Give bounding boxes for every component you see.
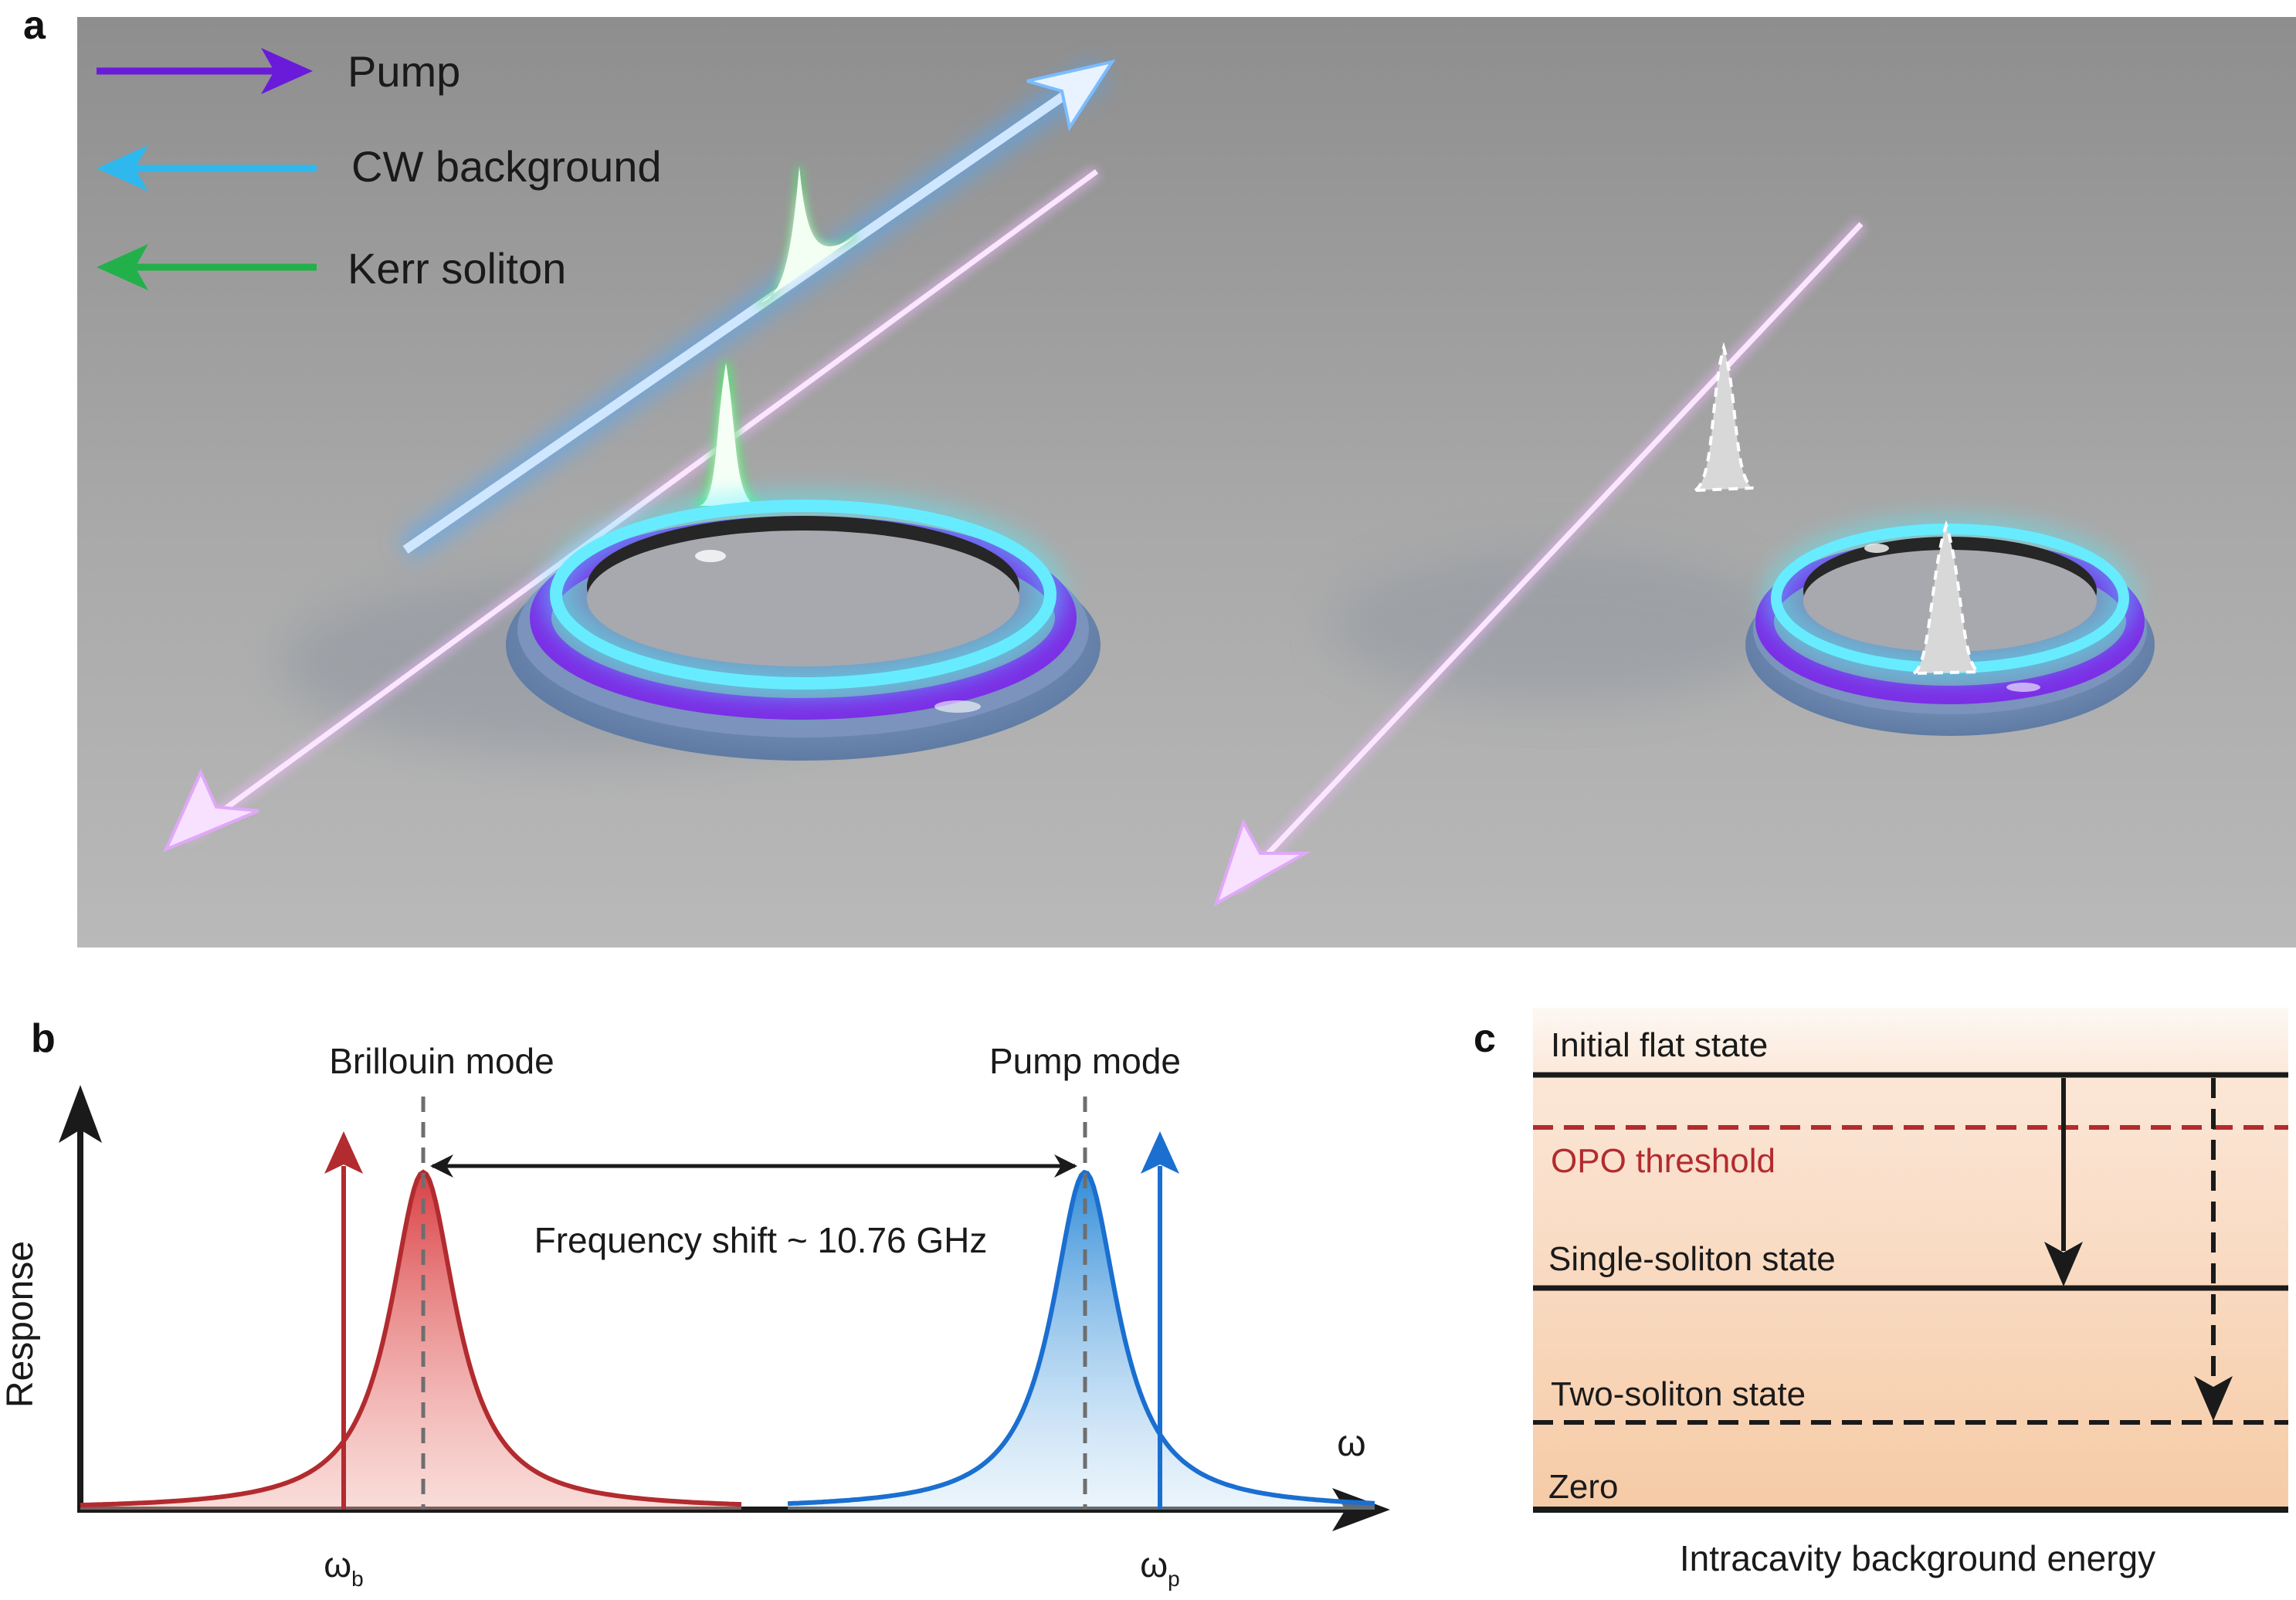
soliton-dashed-ring — [1912, 520, 1980, 675]
panel-c-xlabel: Intracavity background energy — [1680, 1538, 2155, 1578]
level-opo-threshold-label: OPO threshold — [1551, 1142, 1775, 1180]
omega-b-label: ωb — [324, 1544, 364, 1591]
cw-mode-ring-left — [550, 500, 1056, 690]
pump-mode-label: Pump mode — [989, 1041, 1181, 1081]
pump-peak-curve — [787, 1169, 1375, 1507]
level-single-soliton-label: Single-soliton state — [1548, 1240, 1836, 1278]
pump-peak-fill — [788, 1172, 1375, 1510]
legend-cw-background: CW background — [97, 142, 662, 192]
b-ylabel: Response — [0, 1241, 41, 1408]
pump-arrowhead-left — [163, 768, 259, 853]
cw-background-beam — [402, 77, 1088, 554]
legend-kerr-label: Kerr soliton — [348, 244, 566, 293]
level-zero-label: Zero — [1548, 1468, 1618, 1506]
panel-a: a Pump CW background Kerr soliton — [23, 3, 2296, 947]
brillouin-peak-curve — [80, 1169, 742, 1508]
panel-c-label: c — [1474, 1016, 1496, 1061]
brillouin-mode-label: Brillouin mode — [329, 1041, 554, 1081]
panel-a-label: a — [23, 3, 46, 48]
b-xlabel: ω — [1337, 1423, 1365, 1464]
pump-arrowhead-right — [1213, 819, 1311, 907]
panel-c-background — [1533, 1008, 2288, 1511]
panel-a-background — [77, 17, 2296, 947]
legend-pump: Pump — [97, 47, 460, 96]
cw-background-arrowhead — [1026, 59, 1116, 132]
panel-b: b Response ω Brillouin mode Pump mode Fr… — [0, 1016, 1390, 1591]
level-initial-flat-label: Initial flat state — [1551, 1026, 1768, 1064]
right-ring-scene — [1213, 219, 2155, 907]
level-two-soliton-label: Two-soliton state — [1551, 1375, 1806, 1413]
brillouin-peak-fill — [80, 1172, 741, 1510]
left-ring-scene — [163, 59, 1116, 853]
panel-c: c Initial flat state OPO threshold Singl… — [1474, 1008, 2288, 1578]
soliton-dashed-waveguide — [1694, 341, 1755, 492]
b-y-arrowhead — [59, 1085, 102, 1143]
panel-b-label: b — [31, 1016, 56, 1061]
omega-p-label: ωp — [1140, 1544, 1180, 1591]
legend-cw-label: CW background — [351, 142, 662, 191]
legend-kerr-soliton: Kerr soliton — [97, 244, 566, 293]
frequency-shift-label: Frequency shift ~ 10.76 GHz — [534, 1220, 988, 1260]
legend-pump-label: Pump — [348, 47, 460, 96]
